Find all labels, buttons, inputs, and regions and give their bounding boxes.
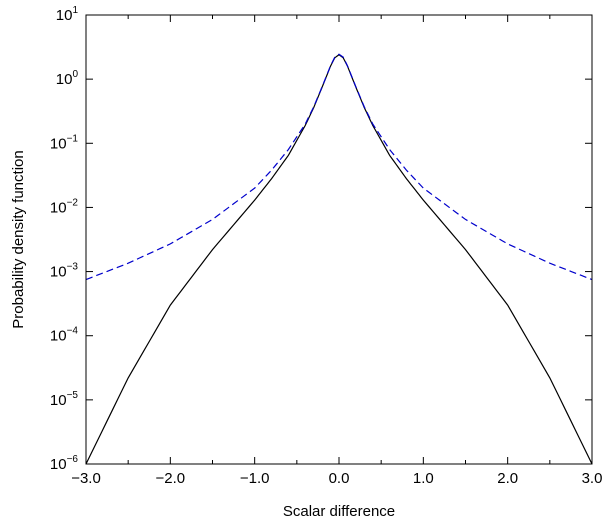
y-tick-label: 10−1 xyxy=(50,133,79,152)
series-line-1 xyxy=(85,54,593,465)
ticks-layer xyxy=(85,14,593,465)
series-line-2 xyxy=(85,53,593,281)
y-tick-base: 10 xyxy=(56,71,73,88)
y-tick-exponent: 0 xyxy=(72,69,78,80)
y-tick-exponent: −2 xyxy=(67,197,79,208)
y-tick-exponent: −1 xyxy=(67,133,79,144)
y-tick-base: 10 xyxy=(50,328,67,345)
y-tick-exponent: −3 xyxy=(67,262,79,273)
y-tick-label: 10−3 xyxy=(50,262,79,281)
plot-frame xyxy=(85,14,593,465)
x-tick-label: −2.0 xyxy=(156,470,186,487)
y-tick-exponent: 1 xyxy=(72,5,78,16)
x-tick-label: 2.0 xyxy=(497,470,518,487)
x-axis-title: Scalar difference xyxy=(283,503,395,520)
x-tick-label: −1.0 xyxy=(240,470,270,487)
y-tick-label: 10−4 xyxy=(50,326,79,345)
y-tick-label: 10−5 xyxy=(50,390,79,409)
y-tick-base: 10 xyxy=(56,7,73,24)
y-tick-base: 10 xyxy=(50,199,67,216)
x-tick-label: −3.0 xyxy=(71,470,101,487)
tick-labels: −3.0 −2.0 −1.0 0.0 1.0 2.0 3.010−610−510−410−3… xyxy=(50,5,603,487)
y-tick-base: 10 xyxy=(50,264,67,281)
x-tick-label: 0.0 xyxy=(329,470,350,487)
y-tick-label: 100 xyxy=(56,69,79,88)
x-tick-label: 1.0 xyxy=(413,470,434,487)
y-tick-exponent: −6 xyxy=(67,454,79,465)
y-tick-label: 101 xyxy=(56,5,79,24)
y-tick-exponent: −5 xyxy=(67,390,79,401)
series-layer xyxy=(85,53,593,465)
y-tick-base: 10 xyxy=(50,456,67,473)
y-tick-label: 10−2 xyxy=(50,197,79,216)
x-tick-label: 3.0 xyxy=(582,470,603,487)
y-tick-label: 10−6 xyxy=(50,454,79,473)
y-tick-base: 10 xyxy=(50,135,67,152)
y-tick-base: 10 xyxy=(50,392,67,409)
y-axis-title: Probability density function xyxy=(10,150,27,328)
y-tick-exponent: −4 xyxy=(67,326,79,337)
